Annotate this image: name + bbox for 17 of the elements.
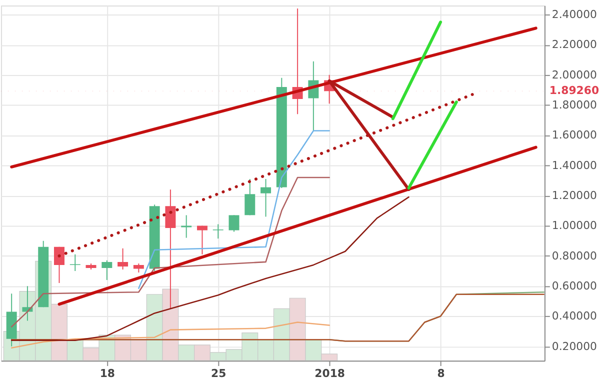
x-tick-label: 8 xyxy=(437,366,445,380)
y-tick-label: 2.20000 xyxy=(552,38,598,52)
y-tick-label: 0.40000 xyxy=(552,310,598,323)
y-tick-label: 0.80000 xyxy=(552,249,598,262)
y-tick-label: 0.20000 xyxy=(552,340,598,353)
y-tick-label: 2.00000 xyxy=(552,68,598,82)
y-tick-label: 1.20000 xyxy=(552,189,598,202)
x-tick-label: 25 xyxy=(211,366,226,380)
x-tick-label: 2018 xyxy=(314,366,345,380)
y-tick-label: 2.40000 xyxy=(552,8,598,22)
y-tick-label: 1.80000 xyxy=(552,98,598,112)
ref-line-label: 1.89260 xyxy=(549,84,600,98)
y-tick-label: 1.00000 xyxy=(552,219,598,232)
y-tick-label: 1.40000 xyxy=(552,158,598,172)
y-tick-label: 1.60000 xyxy=(552,128,598,142)
x-tick-label: 18 xyxy=(100,366,115,380)
y-tick-label: 0.60000 xyxy=(552,280,598,293)
